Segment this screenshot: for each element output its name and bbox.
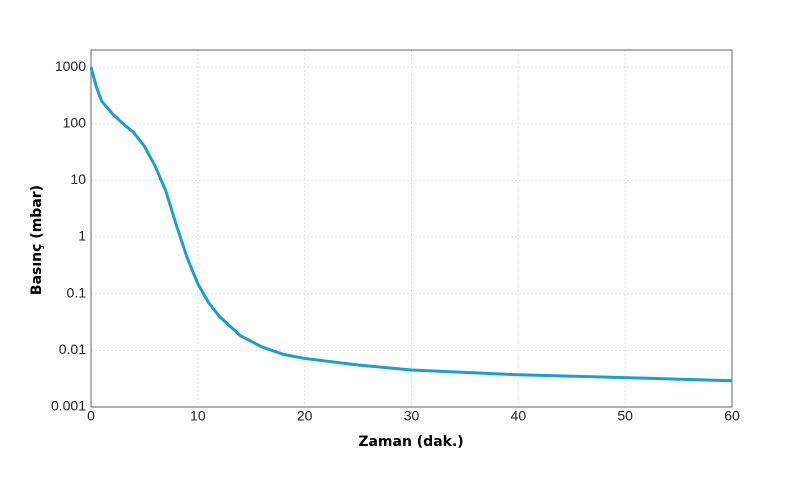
x-tick-label: 50 [617, 408, 633, 424]
y-tick-label: 0.001 [51, 398, 86, 414]
y-axis-title: Basınç (mbar) [29, 185, 45, 295]
y-tick-label: 0.1 [67, 284, 87, 300]
y-tick-label: 10 [70, 171, 86, 187]
x-tick-label: 40 [511, 408, 527, 424]
x-tick-label: 30 [404, 408, 420, 424]
x-tick-label: 10 [190, 408, 206, 424]
y-tick-label: 0.01 [59, 341, 86, 357]
y-tick-label: 1000 [55, 58, 86, 74]
x-tick-label: 0 [87, 408, 95, 424]
plot-frame [90, 49, 733, 408]
x-tick-label: 60 [724, 408, 740, 424]
x-tick-label: 20 [297, 408, 313, 424]
y-tick-label: 100 [63, 114, 87, 130]
y-tick-label: 1 [78, 228, 86, 244]
x-axis-title: Zaman (dak.) [358, 434, 463, 450]
data-line [89, 66, 733, 383]
